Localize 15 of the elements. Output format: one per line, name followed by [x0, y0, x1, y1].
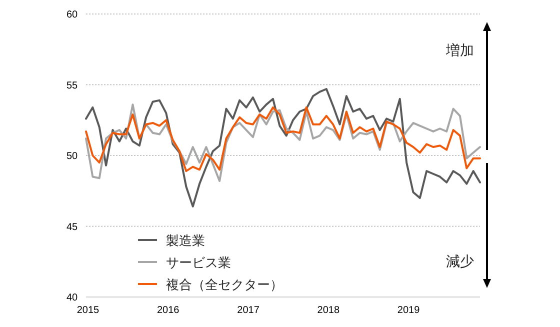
y-tick-label: 60: [66, 10, 78, 20]
y-tick-label: 55: [66, 80, 78, 92]
legend-label: サービス業: [166, 255, 231, 270]
x-tick-label: 2018: [317, 305, 340, 316]
annotation: 減少: [446, 253, 474, 269]
x-tick-label: 2017: [237, 305, 260, 316]
y-tick-label: 50: [66, 151, 78, 162]
x-tick-label: 2015: [76, 305, 100, 316]
y-tick-label: 40: [66, 292, 78, 304]
legend-label: 製造業: [166, 233, 205, 248]
legend-label: 複合（全セクター）: [166, 277, 283, 292]
x-tick-label: 2019: [397, 305, 420, 316]
x-tick-label: 2016: [157, 305, 180, 316]
annotation: 増加: [445, 42, 474, 58]
y-tick-label: 45: [66, 222, 78, 233]
